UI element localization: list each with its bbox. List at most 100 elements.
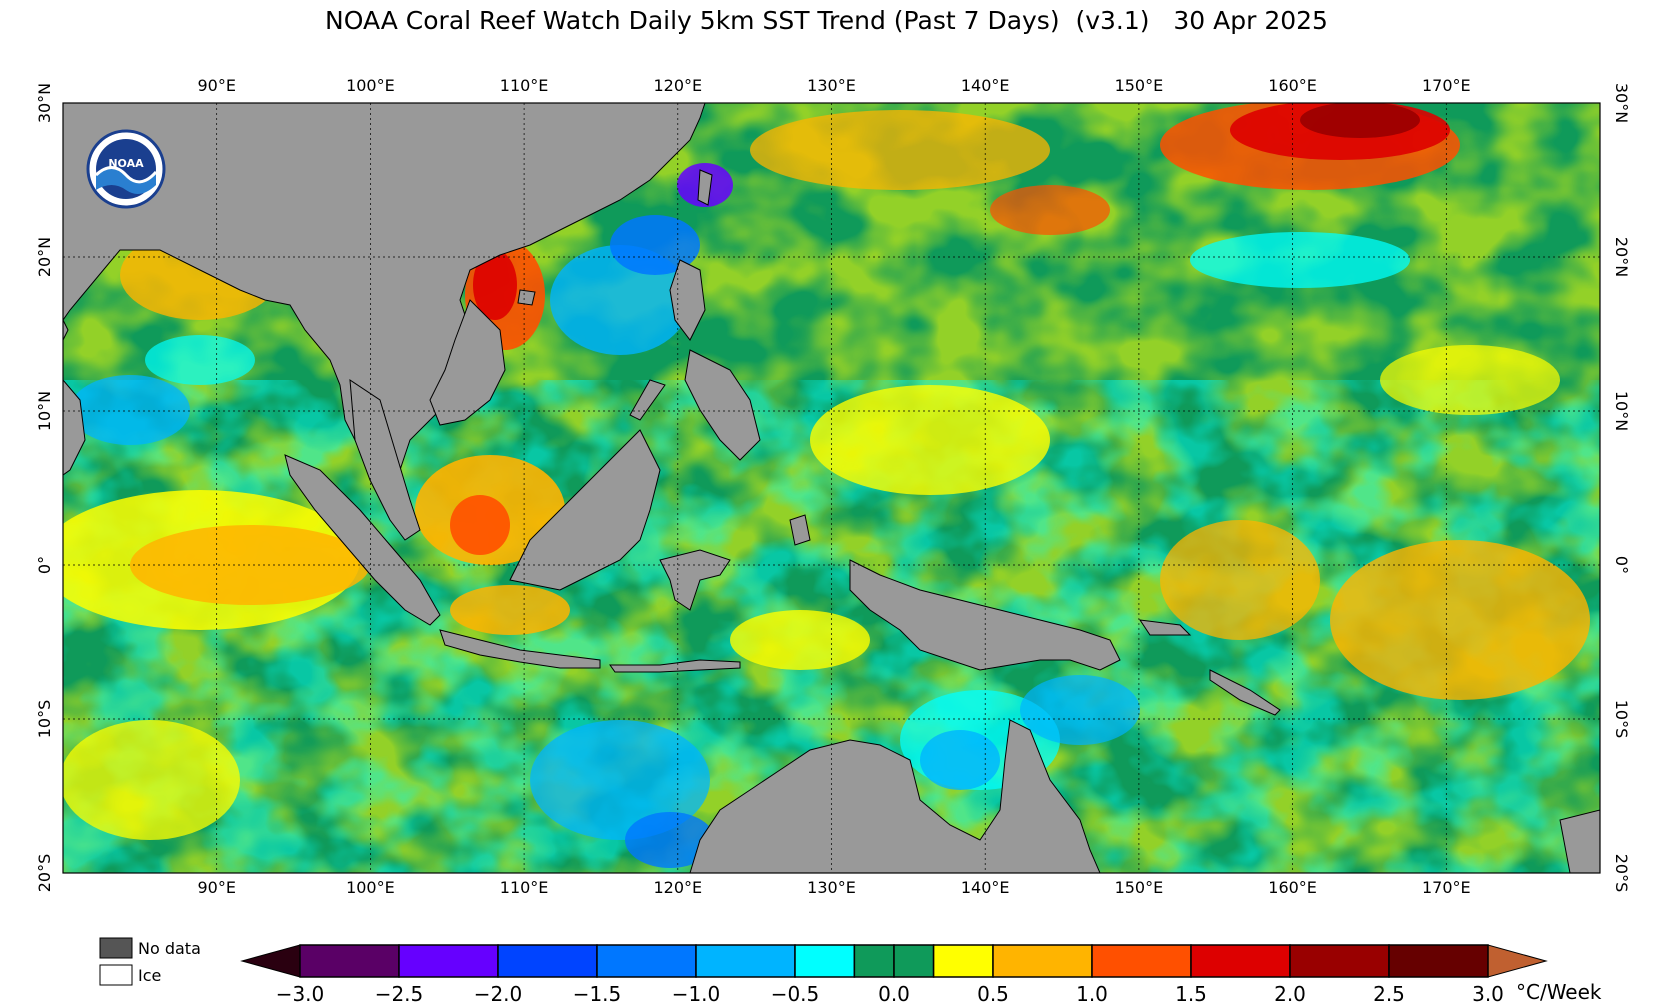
colorbar-tick-label: 2.0	[1274, 982, 1306, 1006]
colorbar-bin	[596, 944, 697, 978]
land-indochina	[429, 299, 506, 426]
colorbar-tick-label: 0.0	[878, 982, 910, 1006]
warm-region-banda-sea	[730, 610, 870, 670]
lat-tick-label-right: 0°	[1612, 556, 1631, 574]
lon-tick-label-top: 120°E	[653, 76, 702, 95]
warm-region-equatorial-pacific-east	[1330, 540, 1590, 700]
graticule	[63, 103, 1600, 873]
colorbar-tick-label: −0.5	[771, 982, 820, 1006]
lat-tick-label-right: 10°S	[1612, 700, 1631, 739]
land-borneo	[509, 429, 661, 591]
colorbar: −3.0 −2.5 −2.0 −1.5 −1.0 −0.5 0.0 0.5 1.0 1.5 2.0 2…	[240, 944, 1602, 1006]
map-border	[62, 102, 1601, 874]
colorbar-tick-label: 2.5	[1373, 982, 1405, 1006]
colorbar-bin	[398, 944, 499, 978]
lon-tick-label-top: 130°E	[807, 76, 856, 95]
colorbar-tick-label: −1.5	[573, 982, 622, 1006]
colorbar-bin	[1388, 944, 1489, 978]
land-solomon-islands	[1209, 669, 1281, 716]
land-lesser-sunda	[609, 659, 741, 673]
noaa-logo-icon: NOAA	[86, 129, 166, 209]
lat-tick-label-left: 0°	[35, 556, 54, 574]
noaa-logo-text: NOAA	[108, 157, 144, 170]
lon-tick-label-top: 150°E	[1115, 76, 1164, 95]
colorbar-bin	[893, 944, 935, 978]
colorbar-tick-label: −3.0	[276, 982, 325, 1006]
lat-tick-label-left: 10°N	[35, 391, 54, 431]
lon-tick-label-bottom: 100°E	[346, 878, 395, 897]
land-sumatra	[284, 454, 441, 626]
lat-tick-label-right: 20°S	[1612, 854, 1631, 893]
colorbar-bin	[695, 944, 796, 978]
lon-tick-label-bottom: 90°E	[197, 878, 235, 897]
warm-region-philippine-sea-north	[750, 110, 1050, 190]
land-australia	[689, 719, 1101, 873]
cool-region-gulf-carpentaria	[920, 730, 1000, 790]
land-philippines-luzon	[669, 259, 706, 341]
hotter-region-north-pacific	[1300, 103, 1420, 138]
lon-tick-label-bottom: 110°E	[500, 878, 549, 897]
warm-region-equatorial-pacific-mid	[1160, 520, 1320, 640]
warm-region-ryukyu	[990, 185, 1110, 235]
warm-region-south-indian	[63, 720, 240, 840]
lon-tick-label-top: 140°E	[961, 76, 1010, 95]
lat-tick-label-right: 10°N	[1612, 391, 1631, 431]
lat-tick-label-left: 30°N	[35, 83, 54, 123]
lon-tick-label-top: 160°E	[1268, 76, 1317, 95]
lon-tick-label-bottom: 130°E	[807, 878, 856, 897]
colorbar-bin	[1190, 944, 1291, 978]
lon-tick-label-top: 110°E	[500, 76, 549, 95]
lat-tick-label-right: 20°N	[1612, 237, 1631, 277]
colorbar-bin	[497, 944, 598, 978]
colorbar-tick-label: −1.0	[672, 982, 721, 1006]
warm-region-pacific-10n-east	[1380, 345, 1560, 415]
cool-region-timor-sea	[530, 720, 710, 840]
land-sri-lanka-edge	[63, 319, 69, 341]
lat-tick-label-left: 20°S	[35, 854, 54, 893]
colorbar-bin	[1091, 944, 1192, 978]
axis-tick-labels: 90°E 90°E 100°E 100°E 110°E 110°E 120°E 120°E 13…	[35, 76, 1631, 897]
lon-tick-label-bottom: 140°E	[961, 878, 1010, 897]
lon-tick-label-bottom: 170°E	[1422, 878, 1471, 897]
cool-region-bay-of-bengal	[145, 335, 255, 385]
colorbar-bin	[932, 944, 994, 978]
lon-tick-label-bottom: 150°E	[1115, 878, 1164, 897]
lon-tick-label-top: 90°E	[197, 76, 235, 95]
land-india-southeast	[63, 379, 86, 476]
colorbar-tick-label: 3.0	[1472, 982, 1504, 1006]
no-data-label: No data	[138, 939, 201, 958]
map-area	[63, 103, 1600, 873]
colorbar-bin	[992, 944, 1093, 978]
colorbar-bin	[1289, 944, 1390, 978]
land-taiwan	[697, 169, 713, 206]
cool-region-north-pacific-20n	[1190, 232, 1410, 288]
colorbar-tick-label: −2.0	[474, 982, 523, 1006]
cool-region-coral-sea-north	[1020, 675, 1140, 745]
lat-tick-label-left: 20°N	[35, 237, 54, 277]
colorbar-bin	[299, 944, 400, 978]
land-japan-south-edge	[1559, 809, 1600, 873]
warm-region-java-sea	[450, 585, 570, 635]
land-halmahera	[789, 514, 811, 546]
land-java	[439, 629, 601, 669]
land-asia-mainland	[63, 103, 706, 507]
colorbar-tick-label: 1.0	[1076, 982, 1108, 1006]
lon-tick-label-bottom: 120°E	[653, 878, 702, 897]
land-new-britain	[1138, 619, 1192, 636]
land-malay-peninsula	[349, 379, 421, 541]
colorbar-tick-label: 0.5	[977, 982, 1009, 1006]
warm-region-caroline-islands	[810, 385, 1050, 495]
colorbar-max-extend	[1487, 944, 1548, 978]
lon-tick-label-top: 170°E	[1422, 76, 1471, 95]
lon-tick-label-bottom: 160°E	[1268, 878, 1317, 897]
colorbar-unit-label: °C/Week	[1516, 980, 1602, 1004]
land-hainan	[517, 289, 536, 306]
hot-region-gulf-of-thailand	[450, 495, 510, 555]
lon-tick-label-top: 100°E	[346, 76, 395, 95]
ice-label: Ice	[138, 966, 161, 985]
colorbar-bin	[794, 944, 856, 978]
cool-region-andaman	[70, 375, 190, 445]
hot-region-gulf-of-tonkin	[473, 250, 517, 320]
lat-tick-label-right: 30°N	[1612, 83, 1631, 123]
